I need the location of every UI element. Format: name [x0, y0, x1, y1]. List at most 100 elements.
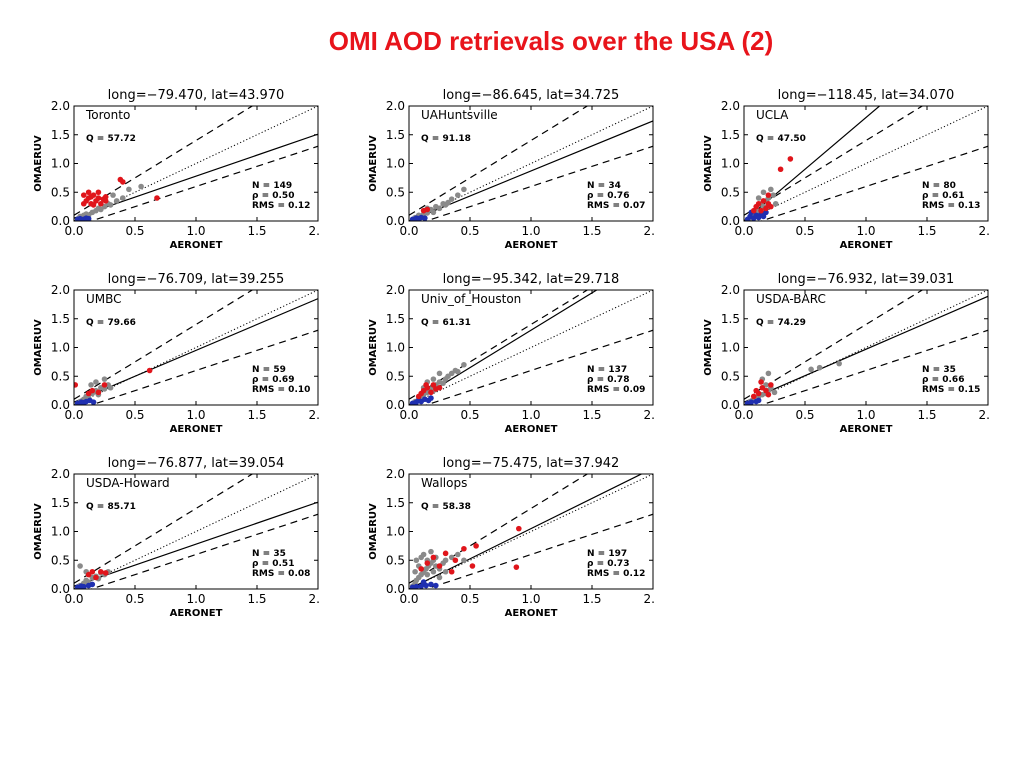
data-point	[80, 192, 87, 198]
data-point	[768, 186, 774, 193]
data-point	[772, 200, 779, 207]
y-tick-label: 2.0	[721, 99, 740, 113]
data-point	[138, 183, 144, 190]
lower-envelope-line	[89, 145, 318, 221]
y-tick-label: 1.0	[51, 157, 70, 171]
lower-envelope-line	[424, 513, 653, 589]
site-name: Univ_of_Houston	[421, 292, 521, 306]
data-point	[90, 399, 97, 405]
y-tick-label: 0.0	[721, 398, 740, 412]
q-value: Q = 85.71	[86, 502, 136, 512]
plot-area	[409, 290, 653, 405]
stat-line: ρ = 0.76	[587, 191, 629, 201]
stat-line: N = 34	[587, 181, 621, 191]
panel-title: long=−75.475, lat=37.942	[443, 456, 620, 471]
data-point	[787, 156, 794, 162]
data-point	[89, 581, 96, 588]
stat-line: N = 197	[587, 549, 627, 559]
data-point	[760, 189, 767, 196]
data-point	[430, 382, 437, 388]
data-point	[765, 370, 772, 377]
data-point	[85, 215, 92, 221]
stat-line: RMS = 0.12	[252, 201, 310, 211]
y-axis-label: OMAERUV	[33, 319, 44, 376]
site-name: USDA-BARC	[756, 292, 826, 306]
y-axis-label: OMAERUV	[33, 135, 44, 192]
y-tick-label: 2.0	[51, 99, 70, 113]
stat-line: ρ = 0.50	[252, 191, 294, 201]
x-tick-label: 2.0	[978, 224, 990, 238]
y-tick-label: 1.0	[386, 341, 405, 355]
data-point	[120, 179, 126, 185]
stat-line: RMS = 0.10	[252, 385, 310, 395]
y-tick-label: 1.5	[386, 312, 405, 326]
x-axis-label: AERONET	[170, 240, 223, 251]
x-axis-label: AERONET	[170, 608, 223, 619]
data-point	[126, 186, 132, 193]
data-point	[93, 379, 99, 385]
data-point	[755, 397, 762, 404]
y-axis-label: OMAERUV	[368, 135, 379, 192]
x-tick-label: 0.5	[460, 224, 479, 238]
x-tick-label: 1.0	[521, 592, 540, 606]
data-point	[448, 196, 455, 202]
x-tick-label: 2.0	[978, 408, 990, 422]
data-point	[146, 367, 153, 374]
data-point	[423, 382, 429, 388]
lower-envelope-line	[759, 329, 988, 405]
site-name: Toronto	[85, 108, 130, 122]
data-point	[516, 525, 522, 532]
plot-area	[409, 106, 653, 221]
data-point	[755, 390, 762, 397]
panel-title: long=−86.645, lat=34.725	[443, 88, 620, 103]
regression-line	[74, 298, 318, 403]
x-tick-label: 2.0	[643, 408, 655, 422]
site-name: Wallops	[421, 476, 467, 490]
x-tick-label: 1.0	[856, 408, 875, 422]
data-point	[154, 195, 160, 201]
x-tick-label: 1.0	[186, 408, 205, 422]
x-tick-label: 1.0	[186, 592, 205, 606]
scatter-plot: long=−76.709, lat=39.255 0.0 0.5 1.0 1.5 2.0 0…	[33, 272, 320, 435]
panel-usda-howard: long=−76.877, lat=39.054 0.0 0.5 1.0 1.5 2.0 0…	[30, 452, 320, 622]
data-point	[107, 202, 114, 208]
y-tick-label: 2.0	[51, 467, 70, 481]
x-tick-label: 0.0	[64, 224, 83, 238]
plot-area	[744, 106, 988, 221]
y-tick-label: 0.0	[386, 398, 405, 412]
x-tick-label: 2.0	[643, 224, 655, 238]
data-point	[750, 207, 757, 214]
panel-usda-barc: long=−76.932, lat=39.031 0.0 0.5 1.0 1.5 2.0 0…	[700, 268, 990, 438]
lower-envelope-line	[759, 145, 988, 221]
x-axis-label: AERONET	[170, 424, 223, 435]
y-tick-label: 1.5	[51, 128, 70, 142]
data-point	[428, 389, 434, 396]
y-tick-label: 0.5	[721, 185, 740, 199]
y-axis-label: OMAERUV	[703, 135, 714, 192]
stat-line: N = 149	[252, 181, 292, 191]
y-tick-label: 2.0	[386, 467, 405, 481]
data-point	[436, 574, 443, 581]
data-point	[430, 376, 437, 382]
panel-uahuntsville: long=−86.645, lat=34.725 0.0 0.5 1.0 1.5 2.0 0…	[365, 84, 655, 254]
x-tick-label: 2.0	[308, 224, 320, 238]
stat-line: RMS = 0.07	[587, 201, 645, 211]
stat-line: ρ = 0.61	[922, 191, 964, 201]
x-tick-label: 1.5	[247, 224, 266, 238]
data-point	[113, 198, 120, 204]
scatter-plot: long=−95.342, lat=29.718 0.0 0.5 1.0 1.5 2.0 0…	[368, 272, 655, 435]
data-point	[107, 384, 114, 391]
x-tick-label: 1.0	[856, 224, 875, 238]
stat-line: N = 137	[587, 365, 627, 375]
y-tick-label: 0.0	[721, 214, 740, 228]
q-value: Q = 47.50	[756, 134, 806, 144]
y-tick-label: 1.0	[51, 525, 70, 539]
data-point	[424, 571, 431, 578]
data-point	[816, 364, 823, 371]
x-tick-label: 0.0	[399, 592, 418, 606]
y-tick-label: 1.5	[51, 312, 70, 326]
data-point	[808, 366, 814, 373]
x-tick-label: 0.5	[125, 408, 144, 422]
data-point	[461, 361, 467, 368]
x-tick-label: 0.0	[734, 408, 753, 422]
